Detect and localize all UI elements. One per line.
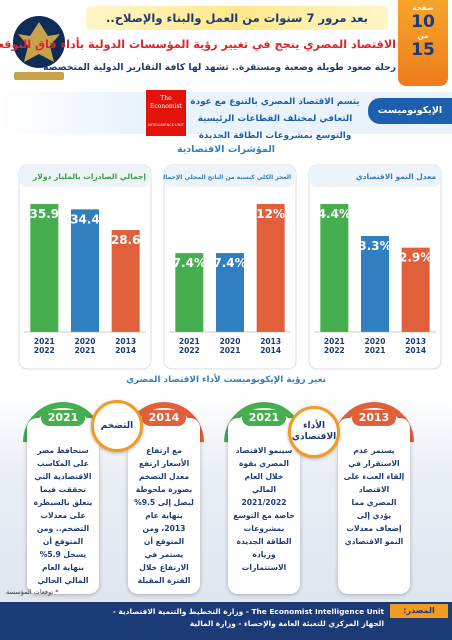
x-tick-label: 2021 (324, 337, 345, 346)
bar (320, 204, 349, 332)
logo-ribbon (14, 72, 64, 80)
year-tag: 2014 (142, 410, 186, 426)
logo-eagle (18, 22, 60, 62)
chart: العجز الكلي كنسبة من الناتج المحلي الإجم… (163, 164, 297, 370)
total-pages: 15 (411, 40, 435, 60)
x-tick-label: 2013 (260, 337, 281, 346)
chart-title: إجمالي الصادرات بالمليار دولار (32, 172, 146, 181)
column-text: يستمر عدم الاستقرار في إلقاء العبء على ا… (343, 446, 405, 546)
bar (401, 247, 430, 332)
x-tick-label: 2021 (179, 337, 200, 346)
section-title: المؤشرات الاقتصادية (176, 144, 276, 155)
year-tag: 2021 (41, 410, 85, 426)
card-header (164, 165, 296, 187)
topic-circle: التضخم (91, 400, 143, 452)
bar (216, 253, 244, 332)
subheadline: رحلة صعود طويلة وصعبة ومستقرة.. تشهد لها… (43, 62, 396, 73)
x-tick-label: 2013 (115, 337, 136, 346)
column (338, 418, 410, 594)
footer (0, 602, 452, 640)
bar (175, 253, 204, 332)
logo (13, 16, 65, 80)
banner-label: الإيكونوميست (368, 98, 452, 124)
x-tick-label: 2020 (75, 337, 96, 346)
column (128, 418, 200, 594)
chart-title: معدل النمو الاقتصادي (356, 172, 437, 181)
year-tag: 2013 (352, 410, 396, 426)
slogan: بعد مرور 7 سنوات من العمل والبناء والإصل… (86, 6, 388, 30)
value-label: 3.3% (358, 239, 391, 253)
chart-title: العجز الكلي كنسبة من الناتج المحلي الإجم… (163, 174, 291, 181)
x-tick-label: 2021 (34, 337, 55, 346)
x-tick-label: 2022 (324, 346, 345, 355)
x-tick-label: 2021 (220, 346, 241, 355)
column-text: ستحافظ مصر على المكاسب الاقتصادية التي ت… (33, 446, 93, 585)
page-label: صفحة (412, 4, 434, 12)
page-badge: صفحة 10 من 15 (398, 0, 448, 86)
x-tick-label: 2013 (405, 337, 426, 346)
logo-top: The Economist (150, 95, 182, 110)
bar (361, 236, 389, 332)
column-text: مع ارتفاع الأسعار ارتفع معدل التضخم بصور… (134, 446, 194, 585)
chart: معدل النمو الاقتصادي4.4%202120223.3%2020… (308, 164, 442, 370)
x-tick-label: 2020 (220, 337, 241, 346)
bar (30, 204, 59, 332)
topic-circle: الأداء الاقتصادي (288, 406, 340, 458)
x-tick-label: 2020 (365, 337, 386, 346)
x-tick-label: 2021 (75, 346, 96, 355)
x-tick-label: 2021 (365, 346, 386, 355)
x-tick-label: 2014 (260, 346, 281, 355)
chart: إجمالي الصادرات بالمليار دولار35.9202120… (18, 164, 152, 370)
card-header (19, 165, 151, 187)
x-tick-label: 2022 (179, 346, 200, 355)
sources: The Economist Intelligence Unit - وزارة … (112, 607, 384, 628)
bar (71, 209, 99, 332)
value-label: 7.4% (173, 256, 206, 270)
headline: الاقتصاد المصري ينجح في تغيير رؤية المؤس… (0, 38, 396, 51)
value-label: 4.4% (318, 207, 351, 221)
year-tag: 2021 (242, 410, 286, 426)
x-tick-label: 2014 (405, 346, 426, 355)
source-label: المصدر: (390, 604, 448, 618)
bar (111, 230, 140, 332)
x-tick-label: 2022 (34, 346, 55, 355)
column (228, 418, 300, 594)
economist-logo: The Economist INTELLIGENCE UNIT (146, 90, 186, 136)
of-label: من (417, 32, 429, 40)
value-label: 7.4% (213, 256, 246, 270)
note: * توقعات المؤسسة (6, 588, 59, 596)
logo-bottom: INTELLIGENCE UNIT (148, 123, 184, 127)
value-label: 35.9 (30, 207, 60, 221)
bar (256, 204, 285, 332)
page-number: 10 (411, 12, 435, 32)
card-header (309, 165, 441, 187)
column-text: سينمو الاقتصاد المصري بقوة خلال العام ال… (233, 446, 295, 572)
section-title: تغير رؤية الإيكونوميست لأداء الاقتصاد ال… (126, 375, 326, 385)
x-tick-label: 2014 (115, 346, 136, 355)
value-label: 12% (256, 207, 285, 221)
banner-text: يتسم الاقتصاد المصري بالتنوع مع عودة الت… (190, 97, 360, 141)
value-label: 28.6 (111, 233, 141, 247)
column (27, 418, 99, 594)
value-label: 2.9% (399, 251, 432, 265)
value-label: 34.4 (70, 212, 100, 226)
